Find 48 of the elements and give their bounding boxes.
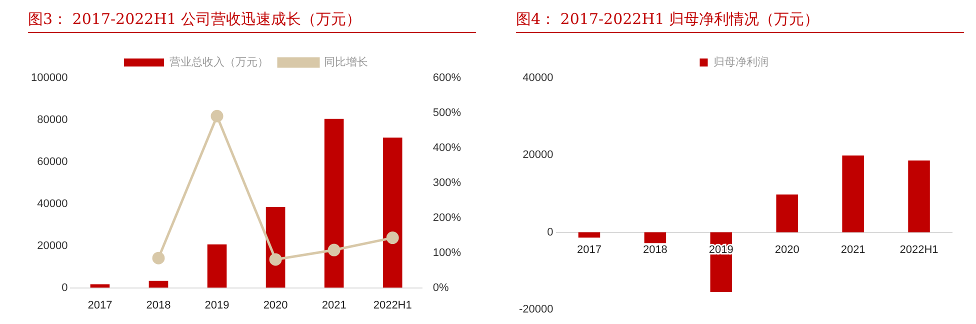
y-tick-label: 80000 [37,114,68,126]
y2-tick-label: 100% [432,246,462,259]
x-tick-label: 2017 [88,299,112,312]
y-tick-label: 60000 [37,156,68,168]
y-tick-label: 20000 [37,240,68,252]
y2-tick-label: 600% [432,72,462,84]
x-tick-label: 2020 [263,299,288,312]
bar [148,280,168,288]
bar [776,194,798,232]
y2-tick-label: 500% [432,107,462,119]
x-tick-label: 2021 [322,299,346,312]
bar [908,160,930,232]
point [210,110,224,122]
bar [578,232,600,238]
y-tick-label: -20000 [518,303,554,316]
legend-label: 同比增长 [324,56,368,69]
y-tick-label: 0 [62,282,68,294]
legend-label: 营业总收入（万元） [170,56,268,69]
point [269,253,282,266]
y-tick-label: 20000 [522,149,554,162]
bar [382,138,402,288]
chart-title: 图3： 2017-2022H1 公司营收迅速成长（万元） [28,6,476,33]
point [328,244,340,256]
x-tick-label: 2017 [576,244,602,256]
x-tick-label: 2022H1 [373,299,412,312]
point [386,232,399,244]
point [152,252,165,264]
y2-tick-label: 0% [432,282,449,294]
y-tick-label: 0 [547,226,554,238]
bar [842,156,864,232]
x-tick-label: 2022H1 [900,244,938,256]
x-tick-label: 2021 [840,244,866,256]
y2-tick-label: 200% [432,212,462,224]
y-tick-label: 40000 [522,72,554,84]
bar [90,284,110,288]
y2-tick-label: 400% [432,142,462,154]
legend-label: 归母净利润 [713,56,768,69]
x-tick-label: 2020 [774,244,800,256]
bar [207,244,227,288]
chart-title: 图4： 2017-2022H1 归母净利情况（万元） [516,6,964,33]
y-tick-label: 100000 [30,72,68,84]
y-tick-label: 40000 [37,198,68,210]
x-tick-label: 2018 [642,244,668,256]
y2-tick-label: 300% [432,176,462,189]
x-tick-label: 2019 [204,299,230,312]
x-tick-label: 2018 [146,299,171,312]
bar [644,232,666,244]
bar [324,118,344,288]
